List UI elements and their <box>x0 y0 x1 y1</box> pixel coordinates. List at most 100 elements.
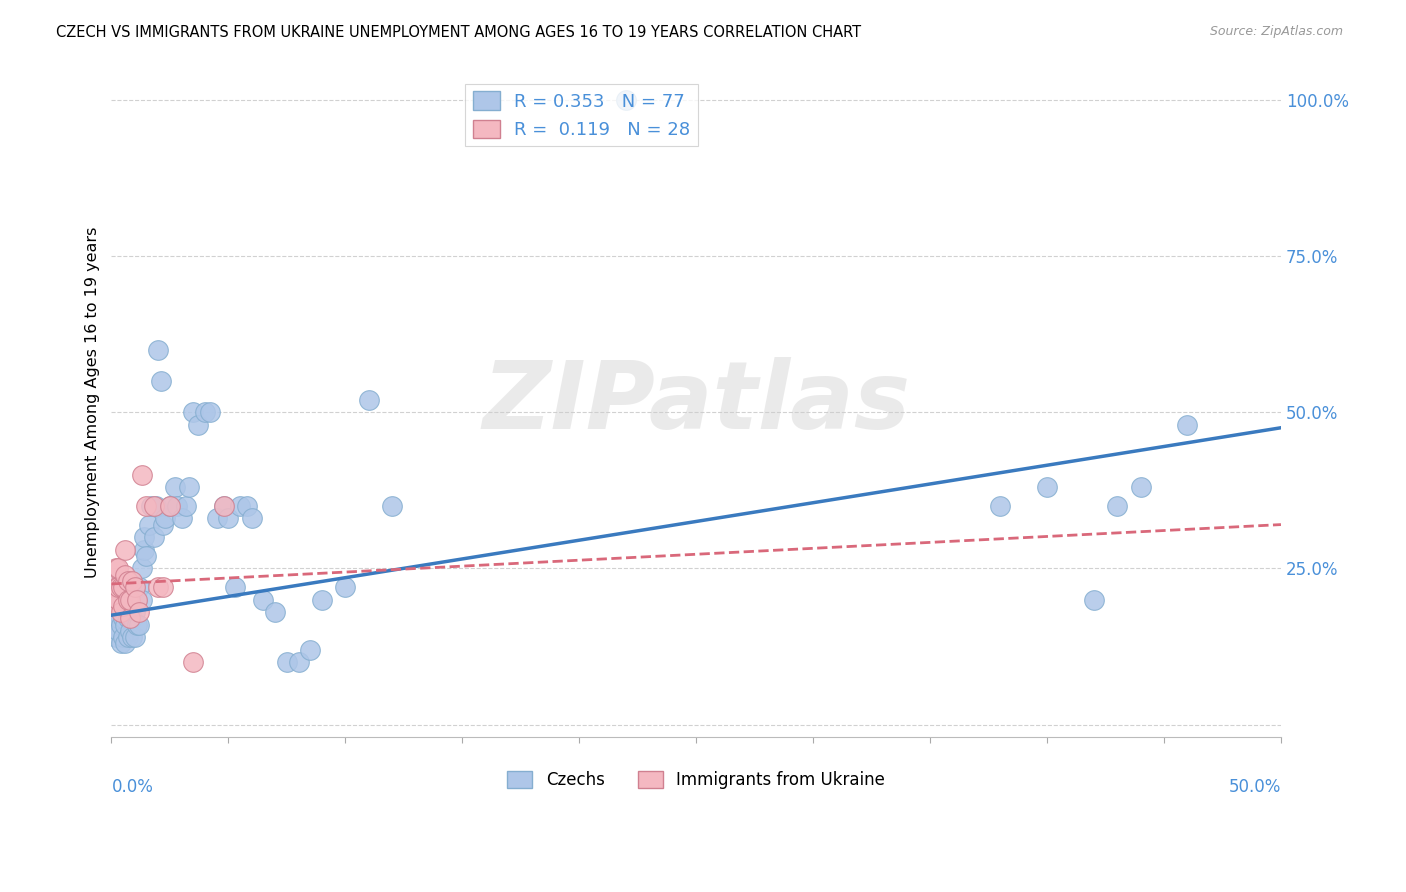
Point <box>117 630 139 644</box>
Point <box>114 636 136 650</box>
Point <box>110 580 132 594</box>
Point <box>120 605 142 619</box>
Point <box>128 580 150 594</box>
Point <box>105 561 128 575</box>
Point <box>159 499 181 513</box>
Point <box>127 617 149 632</box>
Point <box>117 574 139 588</box>
Point <box>121 611 143 625</box>
Point <box>121 574 143 588</box>
Text: CZECH VS IMMIGRANTS FROM UKRAINE UNEMPLOYMENT AMONG AGES 16 TO 19 YEARS CORRELAT: CZECH VS IMMIGRANTS FROM UKRAINE UNEMPLO… <box>56 25 862 40</box>
Point <box>121 586 143 600</box>
Point <box>112 599 135 613</box>
Text: 0.0%: 0.0% <box>111 778 153 796</box>
Point <box>181 655 204 669</box>
Point <box>112 580 135 594</box>
Point <box>299 642 322 657</box>
Point <box>110 599 132 613</box>
Point <box>170 511 193 525</box>
Point <box>138 517 160 532</box>
Point <box>105 605 128 619</box>
Point <box>142 530 165 544</box>
Point <box>135 549 157 563</box>
Point <box>124 580 146 594</box>
Point <box>107 580 129 594</box>
Point <box>105 630 128 644</box>
Point <box>335 580 357 594</box>
Point <box>1107 499 1129 513</box>
Point <box>141 499 163 513</box>
Point <box>117 592 139 607</box>
Point <box>236 499 259 513</box>
Point <box>134 542 156 557</box>
Point <box>114 599 136 613</box>
Point <box>110 617 132 632</box>
Point <box>166 499 188 513</box>
Point <box>114 567 136 582</box>
Point <box>131 467 153 482</box>
Point <box>159 499 181 513</box>
Legend: R = 0.353   N = 77, R =  0.119   N = 28: R = 0.353 N = 77, R = 0.119 N = 28 <box>465 84 697 146</box>
Point <box>614 93 637 107</box>
Point <box>1129 480 1152 494</box>
Point <box>112 592 135 607</box>
Point <box>120 624 142 638</box>
Text: 50.0%: 50.0% <box>1229 778 1281 796</box>
Point <box>252 592 274 607</box>
Point <box>103 611 125 625</box>
Point <box>1083 592 1105 607</box>
Point <box>107 624 129 638</box>
Point <box>114 542 136 557</box>
Point <box>1177 417 1199 432</box>
Point <box>124 580 146 594</box>
Point <box>127 592 149 607</box>
Point <box>148 343 170 357</box>
Point <box>124 630 146 644</box>
Point <box>240 511 263 525</box>
Point <box>128 605 150 619</box>
Point <box>152 580 174 594</box>
Point <box>110 605 132 619</box>
Point <box>145 499 167 513</box>
Y-axis label: Unemployment Among Ages 16 to 19 years: Unemployment Among Ages 16 to 19 years <box>86 227 100 578</box>
Point <box>134 530 156 544</box>
Point <box>131 592 153 607</box>
Point <box>112 630 135 644</box>
Point <box>229 499 252 513</box>
Point <box>174 499 197 513</box>
Point <box>194 405 217 419</box>
Point <box>155 511 177 525</box>
Point <box>107 599 129 613</box>
Point <box>120 586 142 600</box>
Point <box>264 605 287 619</box>
Point <box>148 580 170 594</box>
Point <box>163 480 186 494</box>
Point <box>124 605 146 619</box>
Point <box>110 636 132 650</box>
Text: Source: ZipAtlas.com: Source: ZipAtlas.com <box>1209 25 1343 38</box>
Point <box>287 655 309 669</box>
Point <box>117 611 139 625</box>
Point <box>276 655 298 669</box>
Point <box>117 592 139 607</box>
Text: ZIPatlas: ZIPatlas <box>482 357 910 449</box>
Point <box>120 592 142 607</box>
Point <box>112 611 135 625</box>
Point <box>152 517 174 532</box>
Point <box>198 405 221 419</box>
Point <box>107 592 129 607</box>
Point <box>187 417 209 432</box>
Point <box>205 511 228 525</box>
Point <box>357 392 380 407</box>
Point <box>114 617 136 632</box>
Point <box>212 499 235 513</box>
Point <box>181 405 204 419</box>
Point <box>120 611 142 625</box>
Point <box>212 499 235 513</box>
Point <box>1036 480 1059 494</box>
Point <box>988 499 1011 513</box>
Point <box>131 561 153 575</box>
Point <box>103 599 125 613</box>
Point <box>217 511 239 525</box>
Point <box>107 611 129 625</box>
